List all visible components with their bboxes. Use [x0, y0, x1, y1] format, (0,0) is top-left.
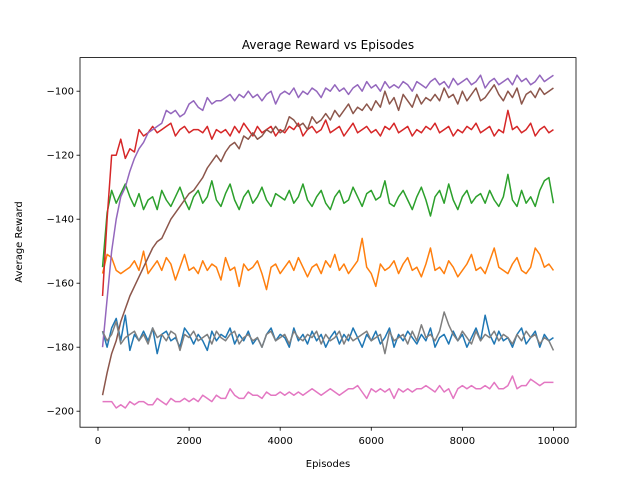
series-line [101, 84, 554, 396]
x-tick-label: 6000 [359, 436, 384, 447]
chart-title: Average Reward vs Episodes [242, 38, 414, 52]
series-line [101, 74, 554, 348]
x-tick-label: 8000 [450, 436, 475, 447]
plot-frame [79, 57, 577, 428]
series-line [101, 311, 555, 355]
y-tick-label: −100 [47, 87, 74, 98]
y-tick-label: −120 [47, 151, 74, 162]
y-tick-label: −160 [47, 279, 74, 290]
x-tick-label: 0 [95, 436, 101, 447]
series-line [102, 375, 554, 409]
series-line [101, 173, 555, 268]
x-tick-label: 4000 [267, 436, 292, 447]
y-axis-label: Average Reward [14, 201, 25, 282]
x-axis-label: Episodes [306, 459, 350, 470]
y-tick-label: −140 [47, 215, 74, 226]
series-line [101, 109, 554, 297]
y-tick-label: −180 [47, 343, 74, 354]
x-tick-label: 2000 [176, 436, 201, 447]
x-tick-label: 10000 [538, 436, 570, 447]
series-line [101, 237, 555, 291]
y-tick-label: −200 [47, 407, 74, 418]
